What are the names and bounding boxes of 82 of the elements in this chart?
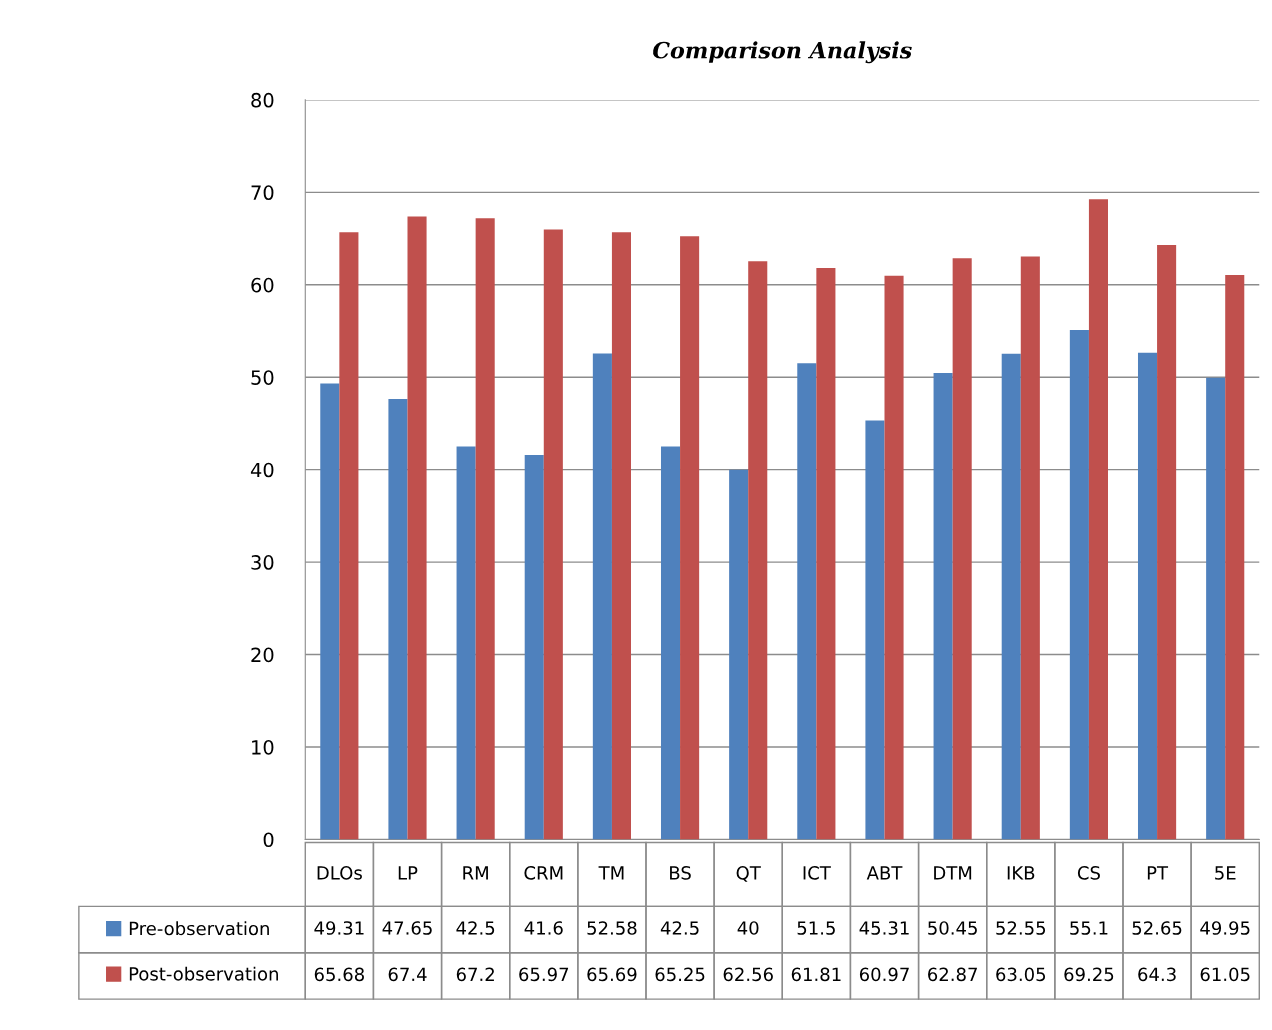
- y-tick-label: 0: [263, 832, 274, 848]
- data-label: 61.05: [1200, 967, 1250, 982]
- y-tick-label: 50: [251, 370, 274, 385]
- data-label: 47.65: [382, 921, 432, 935]
- data-label: 62.87: [928, 967, 977, 982]
- data-label: 42.5: [660, 921, 699, 935]
- data-label: 42.5: [456, 921, 495, 935]
- data-label: 65.69: [587, 967, 637, 982]
- bar: [748, 261, 768, 840]
- bar: [388, 398, 408, 840]
- bar: [1001, 353, 1021, 840]
- x-tick-label: DTM: [934, 866, 972, 880]
- x-tick-label: 5E: [1215, 866, 1236, 880]
- bar: [543, 229, 563, 840]
- x-tick-label: DLOs: [317, 866, 362, 880]
- bar: [729, 469, 749, 840]
- bar: [1225, 275, 1245, 840]
- data-label: 50.45: [928, 921, 977, 935]
- bar: [1069, 330, 1089, 840]
- bar: [865, 420, 885, 840]
- data-label: 67.2: [456, 967, 494, 982]
- x-tick-label: CS: [1077, 866, 1100, 880]
- bar: [952, 258, 972, 840]
- bar: [1088, 199, 1108, 840]
- x-tick-label: RM: [463, 866, 488, 880]
- data-label: 61.81: [791, 967, 841, 982]
- x-tick-label: TM: [598, 866, 624, 880]
- bar: [592, 353, 612, 840]
- y-tick-label: 80: [251, 92, 274, 108]
- x-tick-label: IKB: [1007, 866, 1035, 880]
- bar: [1206, 377, 1226, 840]
- data-label: 41.6: [524, 921, 563, 935]
- data-label: 52.55: [996, 921, 1046, 935]
- bar: [407, 216, 427, 840]
- x-tick-label: CRM: [524, 866, 563, 880]
- y-tick-label: 10: [252, 739, 274, 755]
- data-label: 51.5: [797, 921, 835, 935]
- bar: [456, 446, 476, 840]
- data-label: 69.25: [1064, 967, 1114, 982]
- bar: [524, 454, 544, 840]
- data-label: 65.68: [314, 967, 364, 982]
- bar: [797, 363, 817, 840]
- bar: [680, 236, 700, 840]
- data-label: 67.4: [388, 967, 427, 982]
- data-label: 55.1: [1070, 921, 1108, 935]
- data-label: 65.25: [655, 967, 705, 982]
- x-tick-label: BS: [670, 866, 691, 880]
- data-label: 52.65: [1132, 921, 1182, 935]
- bar: [1020, 256, 1040, 840]
- x-tick-label: ICT: [803, 866, 831, 880]
- bar: [884, 275, 904, 840]
- x-tick-label: QT: [736, 866, 761, 882]
- bar: [1157, 245, 1177, 840]
- bar: [475, 218, 495, 840]
- y-tick-label: 30: [251, 555, 274, 570]
- bar: [339, 232, 359, 840]
- bar: [933, 373, 953, 840]
- data-label: 63.05: [996, 967, 1046, 982]
- data-label: 49.31: [314, 921, 364, 935]
- data-label: 49.95: [1200, 921, 1250, 935]
- y-tick-label: 20: [251, 647, 274, 663]
- legend-label: Post-observation: [129, 966, 278, 981]
- bar: [611, 232, 631, 840]
- bar: [660, 446, 681, 840]
- data-label: 52.58: [587, 921, 637, 935]
- bar: [816, 268, 836, 840]
- legend-label: Pre-observation: [129, 921, 269, 936]
- y-tick-label: 40: [250, 462, 274, 478]
- chart-title: Comparison Analysis: [653, 41, 912, 64]
- bar: [1137, 352, 1158, 840]
- data-label: 62.56: [723, 967, 773, 982]
- data-label: 65.97: [519, 967, 569, 982]
- data-label: 60.97: [859, 967, 909, 982]
- y-tick-label: 60: [251, 277, 274, 293]
- data-label: 45.31: [859, 921, 909, 935]
- data-label: 40: [737, 921, 759, 935]
- bar: [320, 383, 340, 840]
- x-tick-label: LP: [398, 866, 418, 880]
- data-label: 64.3: [1138, 967, 1176, 982]
- x-tick-label: ABT: [866, 866, 903, 880]
- y-tick-label: 70: [251, 185, 274, 201]
- x-tick-label: PT: [1147, 866, 1169, 880]
